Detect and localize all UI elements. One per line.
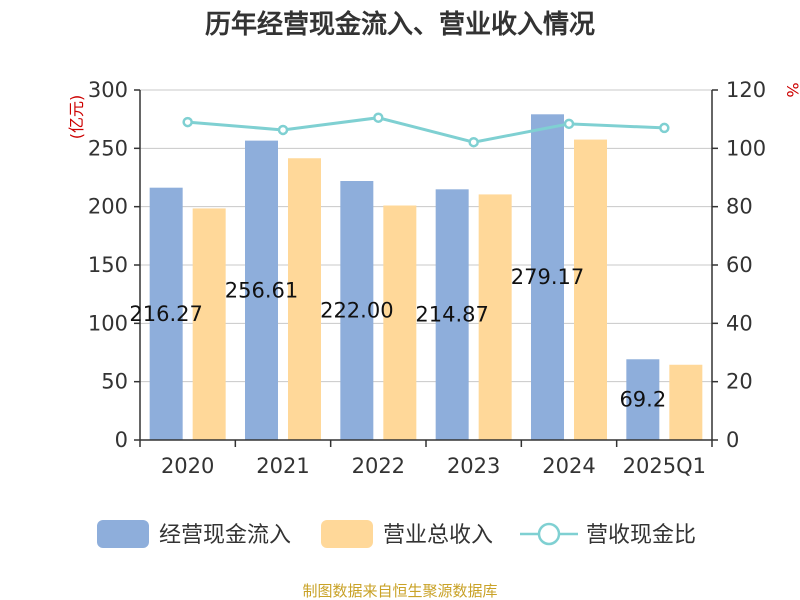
bar-cash-inflow	[340, 181, 374, 440]
data-label-cash-inflow: 216.27	[129, 302, 202, 326]
bar-cash-inflow	[245, 140, 278, 440]
legend-label-ratio: 营收现金比	[586, 523, 696, 548]
y-right-tick-label: 60	[726, 253, 753, 277]
y-right-tick-label: 0	[726, 428, 739, 452]
bar-cash-inflow	[531, 114, 564, 440]
y-left-unit: (亿元)	[67, 95, 86, 140]
gridlines	[140, 89, 712, 383]
data-label-cash-inflow: 222.00	[320, 299, 393, 323]
bar-cash-inflow	[149, 187, 183, 440]
y-right-unit: %	[783, 82, 800, 97]
ratio-point	[659, 122, 670, 134]
x-tick-label: 2022	[352, 454, 405, 478]
bar-total-revenue	[478, 194, 512, 440]
legend-swatch-total-revenue	[321, 520, 373, 548]
chart-title: 历年经营现金流入、营业收入情况	[205, 9, 595, 40]
legend-swatch-cash-inflow	[97, 520, 149, 548]
x-tick-label: 2024	[542, 454, 595, 478]
bar-cash-inflow	[435, 189, 469, 440]
legend-label-total-revenue: 营业总收入	[383, 523, 493, 548]
data-label-cash-inflow: 69.2	[619, 388, 666, 412]
bar-cash-inflow	[626, 359, 660, 440]
y-right-tick-label: 120	[726, 78, 766, 102]
ratio-point	[373, 112, 384, 123]
y-left-tick-label: 150	[88, 253, 128, 277]
bar-total-revenue	[383, 205, 417, 440]
y-left-tick-label: 300	[88, 78, 128, 102]
y-left-tick-label: 100	[88, 311, 128, 335]
ratio-point	[563, 118, 575, 130]
y-left-tick-label: 50	[101, 370, 128, 394]
bar-total-revenue	[669, 364, 703, 440]
legend-label-cash-inflow: 经营现金流入	[159, 523, 291, 548]
y-left-tick-label: 250	[88, 136, 128, 160]
legend: 经营现金流入 营业总收入 营收现金比	[97, 520, 696, 548]
ratio-line	[187, 116, 665, 144]
y-right-tick-label: 100	[726, 136, 766, 160]
x-tick-label: 2025Q1	[623, 454, 706, 478]
x-tick-label: 2020	[161, 454, 214, 478]
source-note: 制图数据来自恒生聚源数据库	[302, 582, 497, 600]
y-right-tick-label: 20	[726, 370, 753, 394]
bar-total-revenue	[192, 208, 226, 440]
bars-layer	[149, 114, 703, 441]
ratio-point	[182, 116, 193, 128]
data-label-cash-inflow: 256.61	[225, 278, 298, 302]
y-left-tick-label: 200	[88, 195, 128, 219]
y-left-tick-label: 0	[115, 428, 128, 452]
legend-swatch-ratio-marker	[537, 522, 561, 546]
ratio-line-layer	[182, 112, 670, 148]
ratio-point	[277, 124, 289, 136]
bar-total-revenue	[288, 158, 321, 440]
data-label-cash-inflow: 214.87	[415, 303, 488, 327]
axes-layer: 0 50 100 150 200 250 300 0 20 40 60 80 100 120 2020 202…	[88, 78, 766, 478]
x-tick-label: 2023	[447, 454, 500, 478]
data-labels-layer: 216.27 256.61 222.00 214.87 279.17 69.2	[129, 265, 666, 411]
bar-total-revenue	[574, 139, 607, 441]
ratio-point	[468, 136, 479, 148]
y-right-tick-label: 40	[726, 311, 753, 335]
x-tick-label: 2021	[256, 454, 309, 478]
y-right-tick-label: 80	[726, 195, 753, 219]
data-label-cash-inflow: 279.17	[511, 265, 584, 289]
